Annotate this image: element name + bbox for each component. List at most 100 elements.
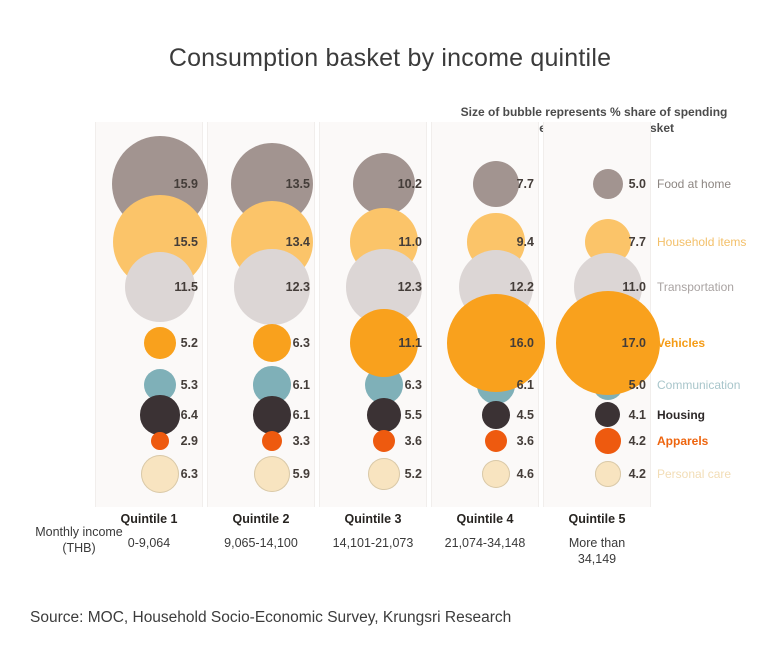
bubble-value-household-items-q3: 11.0 [398,235,422,249]
income-range-line: More than [568,536,626,550]
bubble-value-housing-q1: 6.4 [180,408,198,422]
income-range-line: 9,065-14,100 [224,536,298,550]
quintile-column-4: 7.7 9.4 12.2 16.0 6.1 4.5 3.6 4.6 Quintile 4 21,0… [431,122,545,550]
legend-label-communication: Communication [657,378,741,392]
bubble-personal-care-q3 [368,458,400,490]
bubble-housing-q1 [140,395,180,435]
income-range-line: 21,074-34,148 [444,536,526,550]
bubble-apparels-q3 [373,430,395,452]
bubble-vehicles-q4 [447,294,545,392]
bubble-value-communication-q1: 5.3 [180,378,198,392]
page-title: Consumption basket by income quintile [168,44,612,72]
bubble-value-food-at-home-q1: 15.9 [173,177,198,191]
quintile-column-1: 15.9 15.5 11.5 5.2 5.3 6.4 2.9 6.3 Quintile 1 0-9… [95,122,209,550]
bubble-value-transportation-q4: 12.2 [509,280,534,294]
bubble-value-communication-q3: 6.3 [404,378,422,392]
bubble-value-transportation-q2: 12.3 [285,280,310,294]
income-range-2: 9,065-14,100 [208,535,314,551]
bubble-value-vehicles-q2: 6.3 [292,336,310,350]
quintile-label-2: Quintile 2 [232,512,290,526]
bubble-value-household-items-q5: 7.7 [628,235,646,249]
income-axis-label-line2: (THB) [62,541,96,555]
bubble-housing-q3 [367,398,401,432]
bubble-value-communication-q4: 6.1 [516,378,534,392]
income-range-line: 14,101-21,073 [332,536,414,550]
bubble-value-food-at-home-q2: 13.5 [285,177,310,191]
bubble-value-personal-care-q3: 5.2 [404,467,422,481]
bubble-value-personal-care-q4: 4.6 [516,467,534,481]
source-note: Source: MOC, Household Socio-Economic Su… [30,609,512,626]
income-range-line: 0-9,064 [127,536,171,550]
bubble-value-food-at-home-q3: 10.2 [397,177,422,191]
bubble-vehicles-q5 [556,291,660,395]
bubble-value-apparels-q3: 3.6 [404,434,422,448]
legend-label-transportation: Transportation [657,280,734,294]
bubble-value-housing-q2: 6.1 [292,408,310,422]
bubble-value-vehicles-q4: 16.0 [509,336,534,350]
income-range-4: 21,074-34,148 [432,535,538,551]
bubble-value-vehicles-q3: 11.1 [398,336,422,350]
bubble-value-apparels-q5: 4.2 [628,434,646,448]
bubble-personal-care-q2 [254,456,290,492]
bubble-size-note-line1: Size of bubble represents % share of spe… [460,105,728,119]
legend-label-household-items: Household items [657,235,747,249]
bubble-value-household-items-q2: 13.4 [285,235,310,249]
bubble-transportation-q2 [234,249,310,325]
income-axis-label-line1: Monthly income [35,525,123,539]
bubble-value-vehicles-q1: 5.2 [180,336,198,350]
bubble-apparels-q5 [595,428,621,454]
bubble-value-food-at-home-q5: 5.0 [628,177,646,191]
bubble-vehicles-q1 [144,327,176,359]
quintile-label-1: Quintile 1 [120,512,178,526]
bubble-vehicles-q2 [252,323,292,363]
bubble-housing-q2 [253,396,291,434]
quintile-column-2: 13.5 13.4 12.3 6.3 6.1 6.1 3.3 5.9 Quintile 2 9,0… [207,122,315,550]
legend-label-apparels: Apparels [657,434,709,448]
bubble-value-housing-q5: 4.1 [628,408,646,422]
bubble-housing-q5 [595,402,621,428]
bubble-value-vehicles-q5: 17.0 [621,336,646,350]
bubble-value-housing-q4: 4.5 [516,408,534,422]
quintile-label-5: Quintile 5 [568,512,626,526]
bubble-apparels-q1 [151,432,169,450]
bubble-personal-care-q4 [481,459,511,489]
legend-label-personal-care: Personal care [657,467,732,481]
legend-label-food-at-home: Food at home [657,177,732,191]
bubble-food-at-home-q3 [352,152,416,216]
income-range-5: More than 34,149 [544,535,650,567]
bubble-value-apparels-q2: 3.3 [292,434,310,448]
bubble-value-household-items-q1: 15.5 [173,235,198,249]
bubble-value-transportation-q5: 11.0 [622,280,646,294]
bubble-apparels-q4 [485,430,507,452]
bubble-value-personal-care-q2: 5.9 [292,467,310,481]
bubble-food-at-home-q5 [592,168,624,200]
bubble-value-transportation-q1: 11.5 [174,280,198,294]
quintile-column-5: 5.0 7.7 11.0 17.0 5.0 4.1 4.2 4.2 Quintile 5 More… [543,122,660,566]
bubble-personal-care-q5 [595,461,621,487]
legend-label-housing: Housing [657,408,705,422]
bubble-value-transportation-q3: 12.3 [397,280,422,294]
legend-label-vehicles: Vehicles [657,336,706,350]
bubble-value-apparels-q4: 3.6 [516,434,534,448]
income-range-line: 34,149 [577,552,617,566]
income-range-3: 14,101-21,073 [320,535,426,551]
bubble-transportation-q1 [124,251,196,323]
bubble-value-personal-care-q1: 6.3 [180,467,198,481]
bubble-housing-q4 [482,401,510,429]
income-range-1: 0-9,064 [96,535,202,551]
bubble-personal-care-q1 [140,454,180,494]
bubble-value-food-at-home-q4: 7.7 [516,177,534,191]
bubble-value-communication-q5: 5.0 [628,378,646,392]
bubble-value-apparels-q1: 2.9 [180,434,198,448]
bubble-vehicles-q3 [350,309,418,377]
bubble-value-housing-q3: 5.5 [404,408,422,422]
bubble-value-personal-care-q5: 4.2 [628,467,646,481]
bubble-value-household-items-q4: 9.4 [516,235,534,249]
quintile-label-3: Quintile 3 [344,512,402,526]
bubble-food-at-home-q4 [472,160,520,208]
bubble-value-communication-q2: 6.1 [292,378,310,392]
quintile-column-3: 10.2 11.0 12.3 11.1 6.3 5.5 3.6 5.2 Quintile 3 14… [319,122,427,550]
bubble-apparels-q2 [261,430,283,452]
